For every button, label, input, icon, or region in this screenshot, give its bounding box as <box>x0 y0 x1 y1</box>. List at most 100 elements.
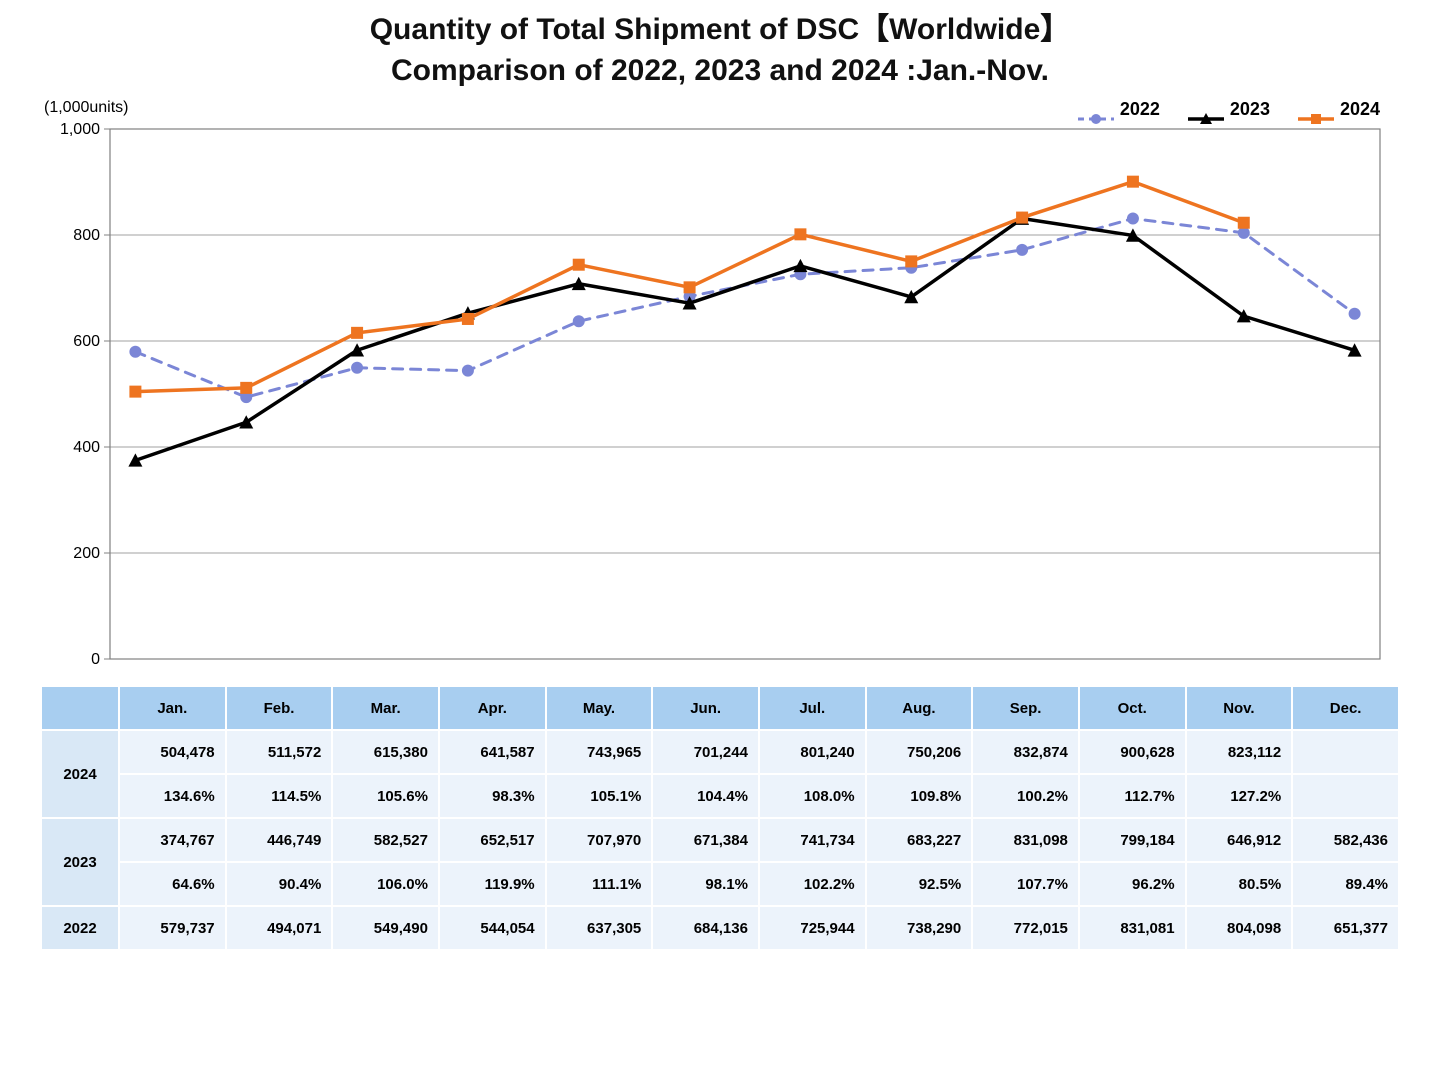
table-cell: 105.6% <box>332 774 439 818</box>
series-marker-2024 <box>573 259 585 271</box>
table-cell: 98.1% <box>652 862 759 906</box>
table-cell: 750,206 <box>866 730 973 774</box>
table-column-header: Dec. <box>1292 686 1399 730</box>
table-cell: 725,944 <box>759 906 866 950</box>
table-row: 2023374,767446,749582,527652,517707,9706… <box>41 818 1399 862</box>
table-cell: 831,081 <box>1079 906 1186 950</box>
table-cell: 615,380 <box>332 730 439 774</box>
table-cell: 671,384 <box>652 818 759 862</box>
series-marker-2024 <box>794 228 806 240</box>
legend-label-2022: 2022 <box>1120 99 1160 120</box>
table-row-label: 2022 <box>41 906 119 950</box>
table-cell: 446,749 <box>226 818 333 862</box>
table-cell: 549,490 <box>332 906 439 950</box>
table-cell: 105.1% <box>546 774 653 818</box>
table-cell: 134.6% <box>119 774 226 818</box>
table-cell: 504,478 <box>119 730 226 774</box>
table-cell: 119.9% <box>439 862 546 906</box>
table-cell: 90.4% <box>226 862 333 906</box>
legend-item-2022: 2022 <box>1078 99 1160 120</box>
table-cell: 646,912 <box>1186 818 1293 862</box>
series-line-2022 <box>135 219 1354 398</box>
series-marker-2022 <box>573 315 585 327</box>
table-cell: 494,071 <box>226 906 333 950</box>
table-cell: 799,184 <box>1079 818 1186 862</box>
table-cell: 831,098 <box>972 818 1079 862</box>
table-cell: 64.6% <box>119 862 226 906</box>
series-marker-2024 <box>1238 217 1250 229</box>
table-cell: 582,436 <box>1292 818 1399 862</box>
series-marker-2024 <box>684 281 696 293</box>
table-cell: 772,015 <box>972 906 1079 950</box>
legend-item-2024: 2024 <box>1298 99 1380 120</box>
table-cell: 641,587 <box>439 730 546 774</box>
table-corner-cell <box>41 686 119 730</box>
table-cell: 111.1% <box>546 862 653 906</box>
table-cell: 100.2% <box>972 774 1079 818</box>
table-cell: 707,970 <box>546 818 653 862</box>
chart-title: Quantity of Total Shipment of DSC【Worldw… <box>40 10 1400 91</box>
table-cell: 96.2% <box>1079 862 1186 906</box>
line-chart: 02004006008001,000 <box>40 99 1400 679</box>
chart-title-line1: Quantity of Total Shipment of DSC【Worldw… <box>40 10 1400 51</box>
table-cell: 107.7% <box>972 862 1079 906</box>
table-row-label: 2024 <box>41 730 119 818</box>
y-tick-label: 0 <box>91 651 100 668</box>
y-tick-label: 800 <box>73 227 100 244</box>
table-cell: 741,734 <box>759 818 866 862</box>
table-column-header: Feb. <box>226 686 333 730</box>
table-cell: 89.4% <box>1292 862 1399 906</box>
table-column-header: Apr. <box>439 686 546 730</box>
table-cell: 582,527 <box>332 818 439 862</box>
y-axis-unit-label: (1,000units) <box>44 99 129 117</box>
table-cell: 114.5% <box>226 774 333 818</box>
chart-title-line2: Comparison of 2022, 2023 and 2024 :Jan.-… <box>40 51 1400 92</box>
table-cell: 738,290 <box>866 906 973 950</box>
table-header-row: Jan.Feb.Mar.Apr.May.Jun.Jul.Aug.Sep.Oct.… <box>41 686 1399 730</box>
table-column-header: Aug. <box>866 686 973 730</box>
chart-area: (1,000units) 2022 <box>40 99 1400 679</box>
table-cell: 108.0% <box>759 774 866 818</box>
y-tick-label: 200 <box>73 545 100 562</box>
table-column-header: Oct. <box>1079 686 1186 730</box>
table-cell: 109.8% <box>866 774 973 818</box>
series-line-2023 <box>135 219 1354 461</box>
table-row-label: 2023 <box>41 818 119 906</box>
table-column-header: Jun. <box>652 686 759 730</box>
series-marker-2024 <box>1127 176 1139 188</box>
series-marker-2024 <box>1016 212 1028 224</box>
table-row: 64.6%90.4%106.0%119.9%111.1%98.1%102.2%9… <box>41 862 1399 906</box>
table-column-header: Sep. <box>972 686 1079 730</box>
series-marker-2022 <box>1016 244 1028 256</box>
table-row: 2024504,478511,572615,380641,587743,9657… <box>41 730 1399 774</box>
series-marker-2024 <box>240 382 252 394</box>
table-row: 2022579,737494,071549,490544,054637,3056… <box>41 906 1399 950</box>
table-cell: 544,054 <box>439 906 546 950</box>
table-cell: 804,098 <box>1186 906 1293 950</box>
series-marker-2022 <box>462 365 474 377</box>
table-cell: 579,737 <box>119 906 226 950</box>
y-tick-label: 600 <box>73 333 100 350</box>
series-marker-2022 <box>351 362 363 374</box>
table-cell: 684,136 <box>652 906 759 950</box>
table-cell: 511,572 <box>226 730 333 774</box>
table-cell: 127.2% <box>1186 774 1293 818</box>
legend-item-2023: 2023 <box>1188 99 1270 120</box>
y-tick-label: 1,000 <box>60 121 100 138</box>
table-column-header: Mar. <box>332 686 439 730</box>
table-cell: 80.5% <box>1186 862 1293 906</box>
table-cell: 106.0% <box>332 862 439 906</box>
table-cell: 651,377 <box>1292 906 1399 950</box>
table-cell: 900,628 <box>1079 730 1186 774</box>
table-row: 134.6%114.5%105.6%98.3%105.1%104.4%108.0… <box>41 774 1399 818</box>
table-cell: 112.7% <box>1079 774 1186 818</box>
table-column-header: Jul. <box>759 686 866 730</box>
series-marker-2024 <box>905 255 917 267</box>
legend-label-2023: 2023 <box>1230 99 1270 120</box>
series-marker-2024 <box>351 327 363 339</box>
legend-label-2024: 2024 <box>1340 99 1380 120</box>
table-cell: 374,767 <box>119 818 226 862</box>
table-cell: 801,240 <box>759 730 866 774</box>
table-cell: 832,874 <box>972 730 1079 774</box>
series-marker-2022 <box>1349 308 1361 320</box>
